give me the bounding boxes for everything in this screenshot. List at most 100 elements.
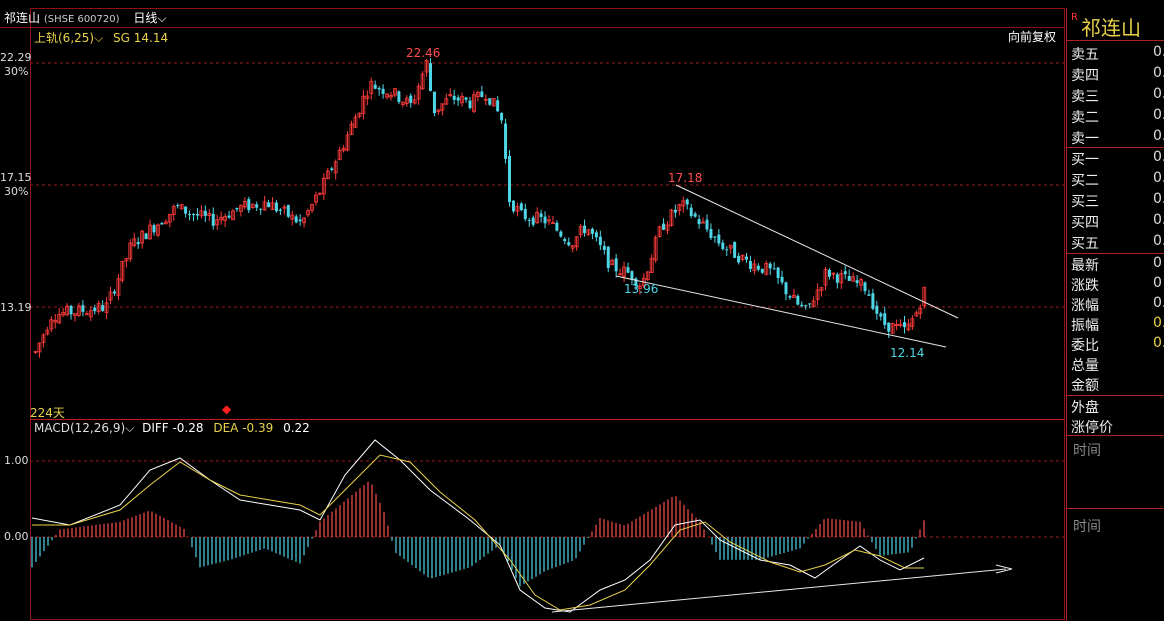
candle-body — [594, 232, 598, 238]
buy-2-row[interactable]: 买二 0. — [1069, 170, 1164, 190]
candle-body — [349, 123, 354, 135]
indicator-name: 上轨(6,25) — [34, 31, 95, 45]
candle-body — [381, 88, 385, 94]
candle-body — [894, 324, 899, 326]
adjust-mode-button[interactable]: 向前复权 — [1007, 30, 1056, 44]
candle-body — [163, 221, 168, 225]
candle-body — [152, 225, 156, 233]
candle-body — [223, 216, 228, 221]
candle-body — [132, 238, 137, 246]
candle-body — [776, 267, 780, 279]
candle-body — [108, 291, 113, 301]
candle-body — [176, 205, 180, 207]
row-label: 振幅 — [1071, 318, 1099, 334]
candle-body — [488, 98, 492, 105]
candle-body — [618, 273, 622, 276]
candle-body — [662, 223, 666, 230]
quote-amount-row: 金额 — [1069, 375, 1164, 395]
candle-body — [101, 305, 105, 311]
sell-3-row[interactable]: 卖三 0. — [1069, 86, 1164, 106]
candle-body — [53, 319, 58, 323]
candle-body — [274, 202, 278, 212]
candle-body — [887, 322, 891, 332]
candle-body — [298, 219, 302, 222]
candle-body — [61, 312, 66, 316]
candle-body — [918, 308, 923, 314]
stock-name: 祁连山 — [4, 11, 41, 25]
arrow-head-icon — [995, 564, 1013, 574]
row-label: 总量 — [1071, 358, 1099, 374]
candle-body — [104, 302, 109, 313]
candle-body — [400, 101, 405, 105]
macd-dea: DEA -0.39 — [213, 421, 274, 435]
candle-body — [709, 228, 713, 238]
candle-body — [259, 208, 263, 210]
candle-body — [113, 291, 116, 294]
candle-body — [96, 303, 101, 312]
sell-2-row[interactable]: 卖二 0. — [1069, 107, 1164, 127]
candle-body — [531, 217, 535, 225]
candle-body — [203, 210, 207, 216]
candle-body — [496, 100, 500, 112]
candle-body — [389, 94, 393, 98]
candle-body — [567, 242, 571, 246]
period-label: 日线 — [133, 11, 158, 25]
candle-body — [819, 287, 824, 291]
buy-5-row[interactable]: 买五 0. — [1069, 233, 1164, 253]
row-label: 涨跌 — [1071, 278, 1099, 294]
candle-body — [570, 245, 575, 249]
candle-body — [890, 322, 895, 334]
chevron-down-icon: ⌵ — [94, 31, 104, 45]
candle-body — [614, 258, 618, 272]
candle-body — [460, 96, 465, 104]
candle-body — [282, 206, 287, 209]
sell-1-row[interactable]: 卖一 0. — [1069, 128, 1164, 148]
candle-body — [500, 112, 504, 121]
buy-4-row[interactable]: 买四 0. — [1069, 212, 1164, 232]
candle-body — [752, 263, 757, 272]
candle-body — [586, 229, 591, 236]
candle-body — [859, 279, 863, 286]
quote-pct-row: 涨幅 0.0 — [1069, 295, 1164, 315]
candle-body — [429, 63, 432, 91]
candle-body — [314, 194, 318, 203]
candle-body — [823, 269, 828, 286]
row-value: 0. — [1153, 191, 1164, 207]
candle-body — [788, 296, 792, 298]
row-label: 买二 — [1071, 173, 1099, 189]
price-label-low: 13.19 — [0, 301, 32, 314]
candle-body — [353, 116, 358, 128]
candle-body — [527, 219, 531, 221]
candle-body — [357, 112, 362, 117]
sell-5-row[interactable]: 卖五 0. — [1069, 44, 1164, 64]
candle-body — [843, 271, 847, 275]
row-label: 外盘 — [1071, 400, 1099, 416]
period-selector[interactable]: 日线⌵ — [133, 11, 166, 25]
stock-code: (SHSE 600720) — [43, 14, 120, 25]
buy-3-row[interactable]: 买三 0. — [1069, 191, 1164, 211]
row-value: 0. — [1153, 212, 1164, 228]
candle-body — [717, 234, 721, 244]
candle-body — [262, 201, 267, 211]
buy-1-row[interactable]: 买一 0. — [1069, 149, 1164, 169]
candle-body — [733, 242, 737, 258]
candle-body — [377, 87, 381, 90]
indicator-bar[interactable]: 上轨(6,25)⌵ SG 14.14 — [34, 29, 168, 46]
candle-body — [831, 272, 836, 275]
candle-body — [235, 207, 239, 210]
candle-body — [780, 276, 784, 283]
row-value: 0. — [1153, 107, 1164, 123]
annotation-high: 22.46 — [406, 46, 441, 60]
candle-body — [760, 268, 764, 273]
candle-body — [195, 214, 199, 216]
sell-4-row[interactable]: 卖四 0. — [1069, 65, 1164, 85]
macd-trendline — [551, 568, 1007, 613]
candle-body — [37, 342, 42, 353]
candle-body — [444, 98, 449, 105]
chart-frame — [0, 8, 1065, 620]
candle-body — [468, 100, 472, 109]
candle-body — [792, 294, 796, 298]
time-label-2: 时间 — [1073, 519, 1101, 535]
macd-header[interactable]: MACD(12,26,9)⌵ DIFF -0.28 DEA -0.39 0.22 — [34, 421, 310, 436]
